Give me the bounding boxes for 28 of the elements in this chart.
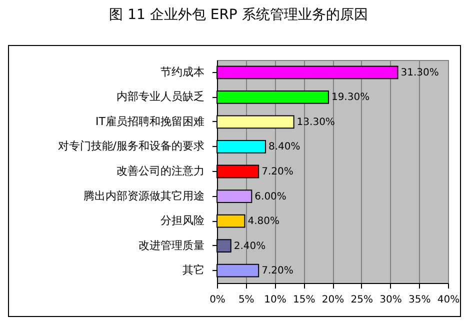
- y-tick-label: 节约成本: [160, 65, 204, 78]
- data-label: 13.30%: [296, 116, 335, 128]
- x-tick-label: 5%: [238, 294, 254, 306]
- y-tick-label: 改善公司的注意力: [116, 164, 204, 178]
- x-tick-label: 30%: [380, 294, 402, 306]
- y-tick-label: 改进管理质量: [138, 238, 204, 252]
- x-tick-label: 0%: [210, 294, 226, 306]
- data-label: 6.00%: [254, 191, 286, 202]
- x-tick-label: 35%: [408, 294, 431, 306]
- y-tick-label: 对专门技能/服务和设备的要求: [58, 140, 204, 153]
- y-tick-label: 其它: [182, 264, 204, 277]
- data-label: 7.20%: [262, 166, 294, 178]
- x-tick-label: 25%: [350, 294, 373, 306]
- y-tick-label: 腾出内部资源做其它用途: [84, 189, 204, 202]
- y-tick-label: IT雇员招聘和挽留困难: [96, 114, 204, 128]
- data-label: 8.40%: [268, 142, 300, 153]
- x-tick-label: 15%: [293, 294, 316, 306]
- y-tick-label: 内部专业人员缺乏: [116, 90, 204, 104]
- data-label: 7.20%: [262, 266, 294, 277]
- chart-title: 图 11 企业外包 ERP 系统管理业务的原因: [109, 7, 368, 23]
- data-label: 19.30%: [331, 92, 370, 104]
- x-tick-label: 40%: [437, 294, 460, 306]
- data-label: 2.40%: [234, 240, 266, 252]
- y-tick-label: 分担风险: [160, 214, 204, 228]
- data-label: 4.80%: [248, 216, 280, 228]
- data-label: 31.30%: [400, 67, 439, 78]
- x-tick-label: 10%: [264, 294, 286, 306]
- x-tick-label: 20%: [322, 294, 344, 306]
